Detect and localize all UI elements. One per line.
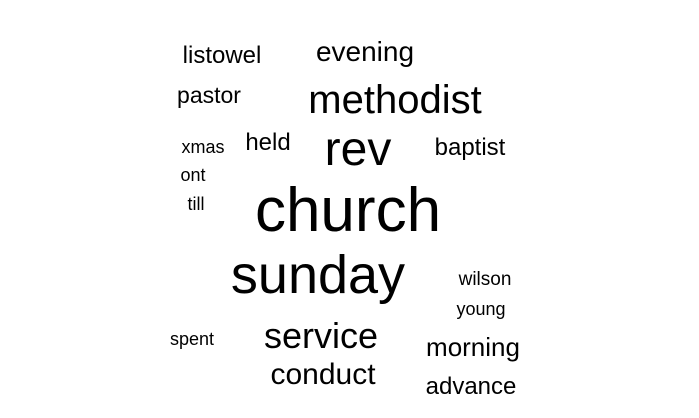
word-listowel: listowel (182, 42, 262, 69)
word-ont: ont (180, 165, 206, 185)
word-pastor: pastor (177, 82, 241, 108)
word-church: church (254, 176, 442, 245)
word-till: till (187, 194, 205, 214)
word-held: held (245, 129, 291, 156)
word-advance: advance (425, 373, 517, 400)
word-evening: evening (315, 36, 415, 67)
word-methodist: methodist (308, 78, 482, 122)
word-rev: rev (324, 123, 392, 176)
word-xmas: xmas (181, 137, 225, 157)
word-sunday: sunday (230, 245, 406, 305)
word-service: service (263, 315, 379, 356)
word-baptist: baptist (434, 134, 506, 161)
word-morning: morning (426, 332, 520, 362)
word-spent: spent (169, 329, 215, 349)
word-young: young (456, 299, 506, 319)
word-wilson: wilson (458, 269, 512, 290)
word-conduct: conduct (270, 358, 376, 391)
